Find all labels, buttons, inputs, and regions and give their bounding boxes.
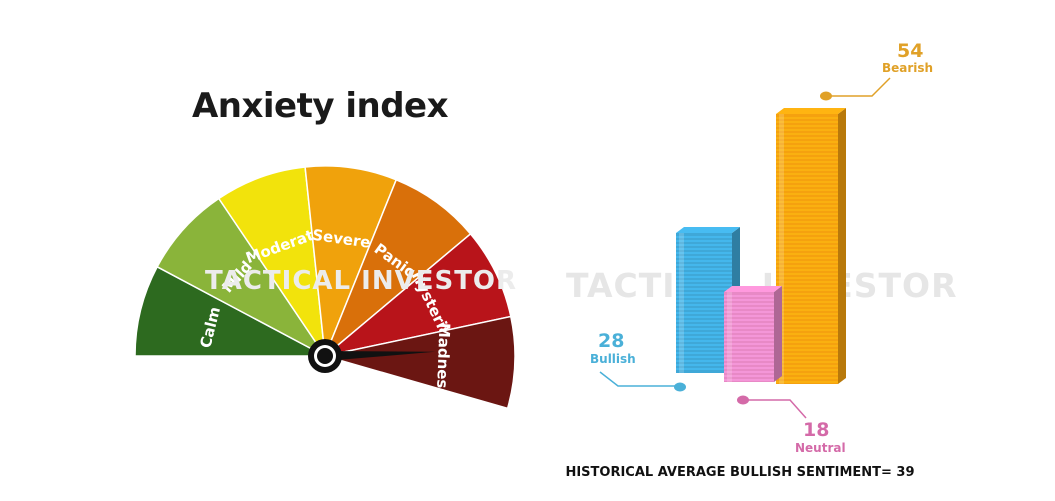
gauge-hub-center (317, 348, 333, 364)
bar-top (676, 227, 740, 233)
gauge-label-madness: Madness (433, 323, 454, 398)
bar-highlight (727, 292, 732, 382)
bar-top (724, 286, 782, 292)
bar-side (774, 286, 782, 382)
bar-front (724, 292, 774, 382)
bullish-label: Bullish (590, 352, 636, 366)
gauge-segment-shape (324, 232, 512, 357)
gauge-segment-shape (324, 178, 472, 357)
bearish-label: Bearish (882, 61, 934, 75)
callout-line (744, 399, 807, 419)
gauge-segment-hysteria: Hysteria (324, 232, 512, 357)
callout-dot (674, 382, 686, 392)
gauge-title: Anxiety index (191, 86, 449, 126)
neutral-label: Neutral (795, 441, 846, 455)
bullish-value: 28 (598, 330, 625, 352)
gauge-segment-shape (324, 315, 516, 410)
bar-highlight (779, 114, 784, 384)
bar-front (676, 233, 732, 373)
gauge-segment-calm: Calm (134, 265, 326, 357)
gauge-segment-shape (134, 265, 326, 357)
gauge-needle (324, 351, 436, 361)
gauge-segment-shape (217, 166, 326, 357)
watermark-left: TACTICAL INVESTOR (205, 266, 518, 296)
bar-bearish (776, 108, 846, 384)
bar-top (776, 108, 846, 114)
neutral-value: 18 (803, 419, 830, 441)
gauge-segment-moderate: Moderate (217, 166, 326, 357)
bar-neutral (724, 286, 782, 382)
gauge-segment-madness: Madness (324, 315, 516, 410)
gauge-segment-panic: Panic (324, 178, 472, 357)
historical-average-note: HISTORICAL AVERAGE BULLISH SENTIMENT= 39 (565, 465, 915, 480)
callout-neutral (737, 395, 807, 419)
callout-dot (820, 91, 832, 101)
bar-highlight (679, 233, 684, 373)
gauge-segment-shape (304, 165, 398, 357)
callout-bearish (820, 77, 891, 101)
callout-bullish (599, 371, 686, 392)
callout-dot (737, 395, 749, 405)
bar-side (838, 108, 846, 384)
callout-line (828, 77, 891, 97)
gauge-segment-severe: Severe (304, 165, 398, 357)
bar-front (776, 114, 838, 384)
callout-line (599, 371, 678, 387)
gauge-segment-shape (156, 197, 326, 357)
bearish-value: 54 (897, 40, 924, 62)
gauge-segment-mild: Mild (156, 197, 326, 357)
